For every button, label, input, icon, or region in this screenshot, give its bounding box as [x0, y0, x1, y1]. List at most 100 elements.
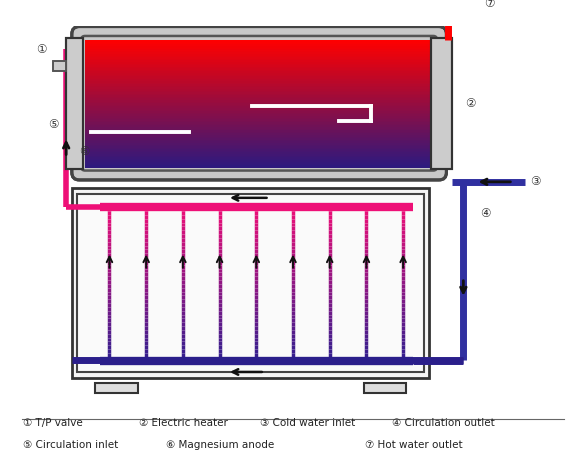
Text: ④: ④ [481, 207, 491, 220]
Bar [85, 86, 433, 88]
Bar [85, 90, 433, 93]
Bar [85, 118, 433, 120]
Bar [85, 113, 433, 115]
Text: ② Electric heater: ② Electric heater [138, 418, 227, 428]
Bar [85, 41, 433, 44]
Bar [85, 97, 433, 100]
Bar [85, 134, 433, 136]
Bar [77, 194, 424, 372]
Bar [85, 162, 433, 164]
Bar [85, 52, 433, 55]
Bar [85, 110, 433, 112]
Bar [66, 38, 83, 168]
Bar [85, 130, 433, 133]
Bar [85, 151, 433, 153]
Bar [85, 103, 433, 106]
Text: ⑤ Circulation inlet: ⑤ Circulation inlet [23, 440, 118, 450]
Bar [85, 89, 433, 91]
Bar [85, 54, 433, 56]
Bar [85, 157, 433, 160]
Bar [85, 68, 433, 71]
Bar [85, 108, 433, 111]
Text: ③ Cold water inlet: ③ Cold water inlet [260, 418, 355, 428]
Bar [85, 149, 433, 152]
Bar [85, 159, 433, 162]
Bar [85, 65, 433, 67]
Bar [85, 75, 433, 77]
Bar [85, 114, 433, 117]
Bar [85, 78, 433, 80]
Bar [85, 105, 433, 107]
Text: ①: ① [36, 43, 47, 56]
Bar [85, 67, 433, 69]
Bar [85, 143, 433, 146]
Bar [85, 46, 433, 49]
Text: ① T/P valve: ① T/P valve [23, 418, 83, 428]
Bar [363, 383, 406, 392]
Bar [85, 56, 433, 58]
Bar [85, 70, 433, 73]
Bar [85, 161, 433, 163]
Bar [85, 95, 433, 98]
Bar [85, 154, 433, 157]
Bar [85, 106, 433, 109]
Text: ⑦ Hot water outlet: ⑦ Hot water outlet [364, 440, 462, 450]
Bar [85, 73, 433, 76]
Bar [85, 129, 433, 131]
Bar [85, 163, 433, 166]
Bar [66, 38, 83, 168]
Bar [85, 99, 433, 101]
Bar [85, 81, 433, 84]
Bar [85, 51, 433, 53]
Bar [85, 57, 433, 60]
Bar [85, 156, 433, 158]
Bar [85, 152, 433, 155]
Bar [85, 141, 433, 144]
Bar [85, 111, 433, 114]
Bar [431, 38, 452, 168]
Bar [85, 84, 433, 87]
Bar [431, 38, 452, 168]
Bar [85, 76, 433, 79]
Bar [96, 383, 138, 392]
Bar [53, 62, 66, 71]
Bar [85, 92, 433, 95]
Bar [85, 132, 433, 134]
Bar [85, 43, 433, 45]
Text: ⑤: ⑤ [47, 118, 58, 131]
Bar [85, 146, 433, 149]
Bar [85, 119, 433, 122]
Bar [85, 94, 433, 96]
Bar [85, 83, 433, 85]
Bar [85, 122, 433, 125]
Text: ②: ② [465, 97, 476, 110]
Text: ⑥ Magnesium anode: ⑥ Magnesium anode [166, 440, 274, 450]
Bar [85, 140, 433, 142]
Text: ④ Circulation outlet: ④ Circulation outlet [392, 418, 495, 428]
Bar [85, 49, 433, 52]
Bar [85, 45, 433, 47]
Bar [85, 124, 433, 126]
Bar [85, 62, 433, 64]
Bar [85, 121, 433, 123]
Text: ⑦: ⑦ [485, 0, 495, 11]
Bar [85, 135, 433, 138]
Bar [85, 100, 433, 103]
Bar [72, 189, 430, 378]
Bar [85, 40, 433, 42]
Bar [85, 79, 433, 82]
Bar [85, 72, 433, 74]
Bar [85, 48, 433, 50]
Bar [85, 87, 433, 90]
Bar [85, 127, 433, 129]
Bar [85, 148, 433, 150]
Bar [85, 63, 433, 66]
FancyBboxPatch shape [72, 27, 447, 180]
Bar [85, 145, 433, 147]
Bar [85, 59, 433, 62]
Bar [53, 62, 66, 71]
Bar [85, 116, 433, 118]
Bar [85, 137, 433, 139]
Bar [85, 165, 433, 168]
Text: ③: ③ [530, 175, 540, 188]
